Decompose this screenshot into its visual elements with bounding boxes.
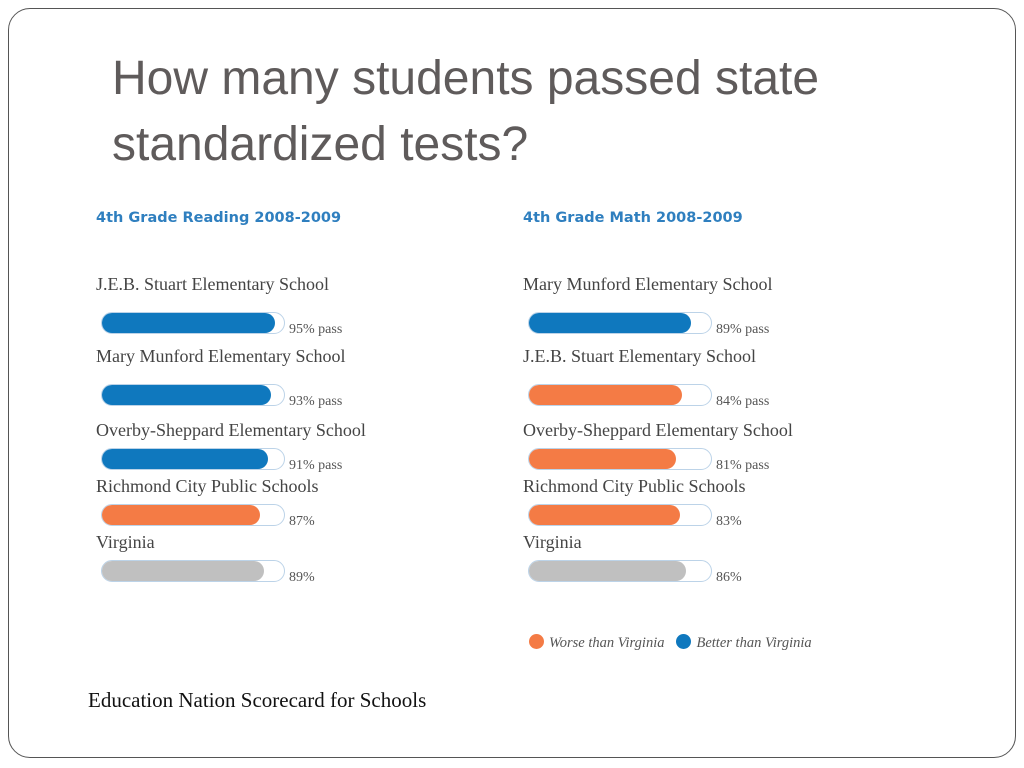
slide-title: How many students passed state standardi… bbox=[112, 52, 820, 171]
bar-label: Mary Munford Elementary School bbox=[523, 274, 773, 294]
legend-better: Better than Virginia bbox=[676, 634, 812, 652]
bar bbox=[529, 385, 682, 405]
bar-value-label: 89% bbox=[289, 570, 315, 585]
bar-label: Overby-Sheppard Elementary School bbox=[96, 420, 366, 440]
bar-track bbox=[528, 504, 712, 526]
bar-label: Overby-Sheppard Elementary School bbox=[523, 420, 793, 440]
bar-track bbox=[101, 384, 285, 406]
legend-worse-swatch bbox=[529, 634, 544, 649]
bar-value-label: 84% pass bbox=[716, 394, 770, 409]
bar-value-label: 81% pass bbox=[716, 458, 770, 473]
slide-caption: Education Nation Scorecard for Schools bbox=[88, 688, 427, 712]
bar-value-label: 83% bbox=[716, 514, 742, 529]
bar bbox=[102, 505, 260, 525]
bar-label: J.E.B. Stuart Elementary School bbox=[96, 274, 329, 294]
bar-label: Virginia bbox=[96, 532, 155, 552]
bar-value-label: 86% bbox=[716, 570, 742, 585]
bar bbox=[529, 505, 680, 525]
bar-track bbox=[528, 560, 712, 582]
bar bbox=[102, 313, 275, 333]
bar-label: Richmond City Public Schools bbox=[96, 476, 319, 496]
bar-value-label: 89% pass bbox=[716, 322, 770, 337]
slide-frame bbox=[8, 8, 1016, 758]
bar-track bbox=[101, 504, 285, 526]
bar bbox=[102, 561, 264, 581]
bar-label: Virginia bbox=[523, 532, 582, 552]
bar-label: J.E.B. Stuart Elementary School bbox=[523, 346, 756, 366]
math-chart-title: 4th Grade Math 2008-2009 bbox=[523, 210, 743, 226]
legend-worse: Worse than Virginia bbox=[529, 634, 664, 652]
bar bbox=[529, 449, 676, 469]
bar-label: Richmond City Public Schools bbox=[523, 476, 746, 496]
bar bbox=[102, 385, 271, 405]
bar-value-label: 91% pass bbox=[289, 458, 343, 473]
bar-track bbox=[528, 384, 712, 406]
legend-better-label: Better than Virginia bbox=[696, 635, 812, 651]
legend-better-swatch bbox=[676, 634, 692, 649]
bar-track bbox=[528, 312, 712, 334]
bar-track bbox=[101, 560, 285, 582]
legend-worse-label: Worse than Virginia bbox=[549, 635, 665, 651]
bar bbox=[102, 449, 268, 469]
reading-chart: 4th Grade Reading 2008-2009 J.E.B. Stuar… bbox=[96, 210, 496, 680]
bar-value-label: 93% pass bbox=[289, 394, 343, 409]
bar-track bbox=[528, 448, 712, 470]
math-chart: 4th Grade Math 2008-2009 Mary Munford El… bbox=[523, 210, 923, 680]
bar-value-label: 87% bbox=[289, 514, 315, 529]
bar bbox=[529, 561, 686, 581]
legend: Worse than Virginia Better than Virginia bbox=[529, 634, 820, 652]
bar-track bbox=[101, 448, 285, 470]
bar-track bbox=[101, 312, 285, 334]
bar bbox=[529, 313, 691, 333]
bar-value-label: 95% pass bbox=[289, 322, 343, 337]
reading-chart-title: 4th Grade Reading 2008-2009 bbox=[96, 210, 342, 226]
bar-label: Mary Munford Elementary School bbox=[96, 346, 346, 366]
